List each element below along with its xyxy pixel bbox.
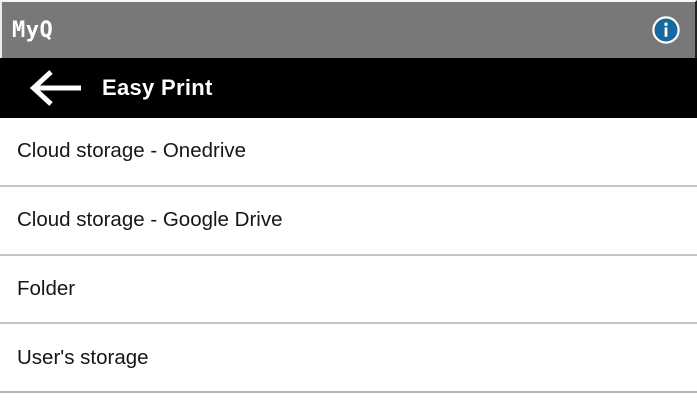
list-item-onedrive[interactable]: Cloud storage - Onedrive — [0, 118, 697, 187]
nav-title: Easy Print — [102, 75, 213, 100]
list-item-folder[interactable]: Folder — [0, 255, 697, 325]
back-arrow-icon — [29, 70, 81, 106]
info-button[interactable] — [651, 15, 681, 45]
titlebar: MyQ — [0, 0, 697, 58]
list-item-label: Folder — [17, 276, 76, 300]
back-button[interactable] — [28, 68, 84, 108]
list-item-google-drive[interactable]: Cloud storage - Google Drive — [0, 186, 697, 256]
navbar: Easy Print — [0, 58, 697, 118]
list-item-label: Cloud storage - Onedrive — [17, 139, 247, 163]
list-item-label: User's storage — [17, 345, 149, 369]
list-item-label: Cloud storage - Google Drive — [17, 208, 283, 232]
storage-list: Cloud storage - Onedrive Cloud storage -… — [0, 118, 697, 393]
app-logo: MyQ — [12, 17, 54, 43]
list-item-users-storage[interactable]: User's storage — [0, 324, 697, 393]
info-icon — [652, 16, 680, 44]
